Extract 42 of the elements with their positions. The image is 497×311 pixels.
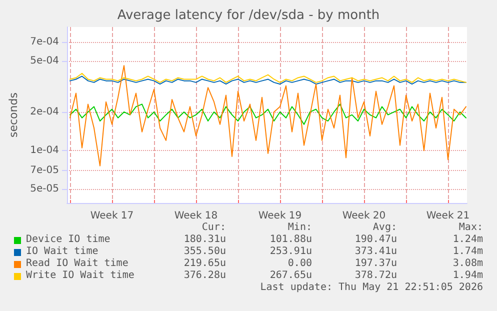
text: 219.65u — [184, 258, 226, 270]
text: Last update: Thu May 21 22:51:05 2026 — [260, 282, 483, 294]
text: 101.88u — [270, 234, 312, 246]
text: 1.74m — [452, 246, 483, 258]
y-axis-title: seconds — [7, 92, 20, 138]
y-tick-label: 5e-05 — [30, 184, 59, 195]
text: 373.41u — [354, 246, 397, 258]
x-tick-label: Week 17 — [90, 210, 134, 222]
text: 1.24m — [452, 234, 483, 246]
y-tick-label: 2e-04 — [30, 106, 59, 118]
y-tick-label: 5e-04 — [30, 55, 59, 66]
text: 267.65u — [270, 270, 312, 282]
text: 253.91u — [270, 246, 312, 258]
legend-label: Read IO Wait time — [26, 258, 128, 270]
legend-label: IO Wait time — [26, 246, 98, 258]
x-tick-label: Week 21 — [426, 210, 470, 222]
text: 376.28u — [184, 270, 226, 282]
line-series — [70, 72, 466, 83]
text: 355.50u — [184, 246, 226, 258]
line-series — [70, 76, 466, 85]
text: 180.31u — [184, 234, 226, 246]
text: Max: — [458, 222, 483, 234]
line-series — [70, 104, 466, 125]
x-tick-label: Week 20 — [342, 210, 386, 222]
text: Min: — [288, 222, 312, 234]
text: 378.72u — [354, 270, 397, 282]
text: 3.08m — [452, 258, 483, 270]
x-tick-label: Week 18 — [174, 210, 218, 222]
legend-label: Write IO Wait time — [26, 270, 134, 282]
text: 1.94m — [452, 270, 483, 282]
text: 0.00 — [288, 258, 312, 270]
chart-title: Average latency for /dev/sda - by month — [117, 8, 380, 23]
text: Cur: — [202, 222, 226, 234]
y-tick-label: 1e-04 — [30, 145, 59, 156]
legend-label: Device IO time — [26, 234, 110, 246]
y-tick-label: 7e-05 — [30, 164, 59, 176]
text: 190.47u — [354, 234, 397, 246]
line-series — [70, 65, 466, 166]
text: Avg: — [372, 222, 397, 234]
text: 197.37u — [354, 258, 397, 270]
y-tick-label: 7e-04 — [30, 36, 59, 48]
x-tick-label: Week 19 — [258, 210, 302, 222]
